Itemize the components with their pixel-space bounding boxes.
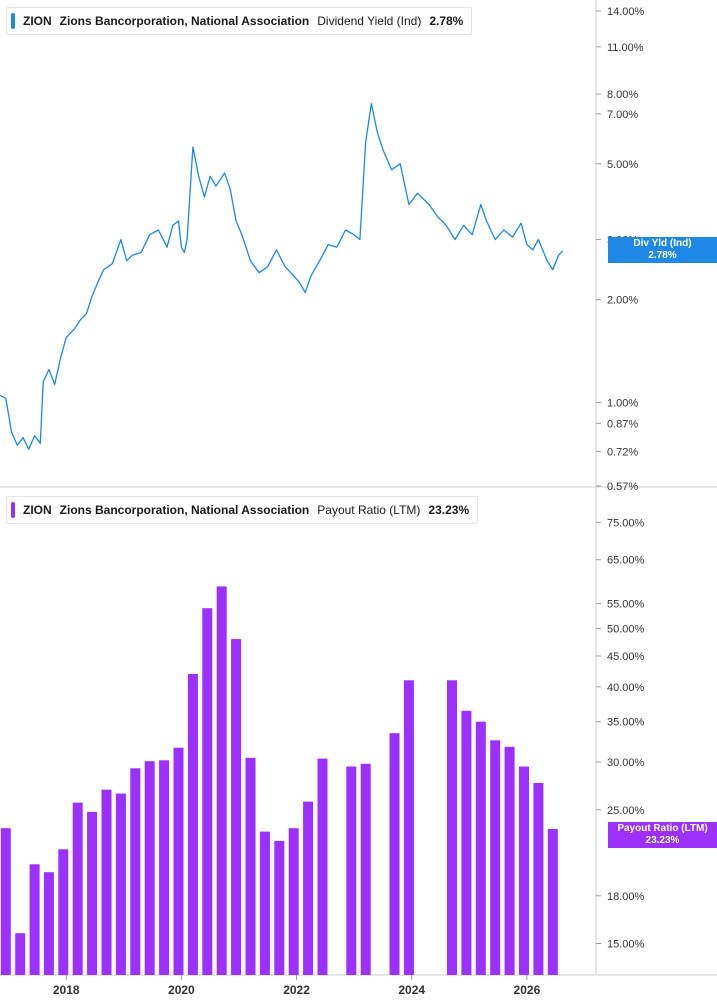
payout-ratio-legend[interactable]: ZION Zions Bancorporation, National Asso… <box>6 496 479 524</box>
payout-ratio-bar <box>202 608 213 975</box>
x-tick-label: 2018 <box>53 983 80 997</box>
y-tick-label: 15.00% <box>607 938 645 950</box>
y-tick-label: 40.00% <box>607 682 645 694</box>
x-tick-label: 2026 <box>514 983 541 997</box>
y-tick-label: 50.00% <box>607 623 645 635</box>
x-tick-label: 2022 <box>283 983 310 997</box>
legend-metric: Payout Ratio (LTM) <box>317 503 421 517</box>
dividend-yield-line <box>0 102 564 450</box>
legend-ticker: ZION <box>23 503 52 517</box>
y-tick-label: 8.00% <box>607 89 638 101</box>
y-tick-label: 45.00% <box>607 651 645 663</box>
payout-ratio-bar <box>490 740 501 975</box>
y-tick-label: 0.57% <box>607 481 638 493</box>
badge-value: 23.23% <box>645 835 680 846</box>
payout-ratio-bar <box>547 829 558 975</box>
payout-ratio-bar <box>101 789 112 975</box>
y-tick-label: 11.00% <box>607 42 644 54</box>
payout-ratio-bar <box>115 793 126 975</box>
legend-value: 23.23% <box>428 503 470 517</box>
payout-ratio-bar <box>303 801 314 975</box>
y-tick-label: 7.00% <box>607 109 638 121</box>
y-tick-label: 1.00% <box>607 398 638 410</box>
payout-ratio-bar <box>519 766 529 975</box>
payout-ratio-bar <box>72 802 83 975</box>
payout-ratio-bar <box>360 763 371 975</box>
payout-ratio-bar <box>43 872 54 975</box>
payout-ratio-bar <box>447 680 457 975</box>
y-tick-label: 0.87% <box>607 418 638 430</box>
payout-ratio-bar <box>475 721 486 975</box>
payout-ratio-bar <box>29 864 40 975</box>
payout-ratio-bar <box>288 828 299 975</box>
x-tick-label: 2020 <box>168 983 195 997</box>
payout-ratio-price-badge: Payout Ratio (LTM) 23.23% <box>608 822 717 848</box>
payout-ratio-bar <box>173 747 184 975</box>
legend-company: Zions Bancorporation, National Associati… <box>59 503 310 517</box>
payout-ratio-bar <box>245 757 256 975</box>
payout-ratio-swatch <box>11 502 15 518</box>
dividend-yield-swatch <box>11 13 15 29</box>
payout-ratio-bar <box>259 831 270 975</box>
payout-ratio-bar <box>144 761 155 975</box>
payout-ratio-bar <box>130 768 141 975</box>
payout-ratio-bar <box>317 758 328 975</box>
badge-label: Payout Ratio (LTM) <box>617 823 708 834</box>
y-tick-label: 5.00% <box>607 159 638 171</box>
payout-ratio-bar <box>461 710 472 975</box>
y-tick-label: 55.00% <box>607 598 645 610</box>
y-tick-label: 65.00% <box>607 555 645 567</box>
payout-ratio-bar <box>346 766 357 975</box>
y-tick-label: 0.72% <box>607 446 638 458</box>
payout-ratio-bar <box>403 680 414 975</box>
payout-ratio-bar <box>274 840 285 975</box>
payout-ratio-bar <box>533 783 544 975</box>
y-tick-label: 14.00% <box>607 6 645 18</box>
payout-ratio-bar <box>504 746 515 975</box>
legend-company: Zions Bancorporation, National Associati… <box>59 14 310 28</box>
payout-ratio-bar <box>0 828 11 975</box>
payout-ratio-bar <box>389 733 400 975</box>
y-tick-label: 18.00% <box>607 891 645 903</box>
legend-metric: Dividend Yield (Ind) <box>317 14 422 28</box>
y-tick-label: 75.00% <box>607 517 645 529</box>
y-tick-label: 30.00% <box>607 757 645 769</box>
payout-ratio-bar <box>58 849 69 975</box>
badge-value: 2.78% <box>648 250 677 261</box>
y-tick-label: 2.00% <box>607 295 638 307</box>
payout-ratio-bar <box>216 586 227 975</box>
y-tick-label: 35.00% <box>607 717 645 729</box>
x-tick-label: 2024 <box>398 983 425 997</box>
legend-value: 2.78% <box>429 14 464 28</box>
payout-ratio-bar <box>231 639 242 975</box>
payout-ratio-bar <box>159 760 170 975</box>
legend-ticker: ZION <box>23 14 52 28</box>
payout-ratio-bar <box>187 674 198 975</box>
dividend-yield-price-badge: Div Yld (Ind) 2.78% <box>608 237 717 263</box>
badge-label: Div Yld (Ind) <box>633 238 692 249</box>
dividend-yield-legend[interactable]: ZION Zions Bancorporation, National Asso… <box>6 7 473 35</box>
y-tick-label: 25.00% <box>607 805 645 817</box>
payout-ratio-bar <box>15 933 26 975</box>
payout-ratio-bar <box>87 811 98 975</box>
